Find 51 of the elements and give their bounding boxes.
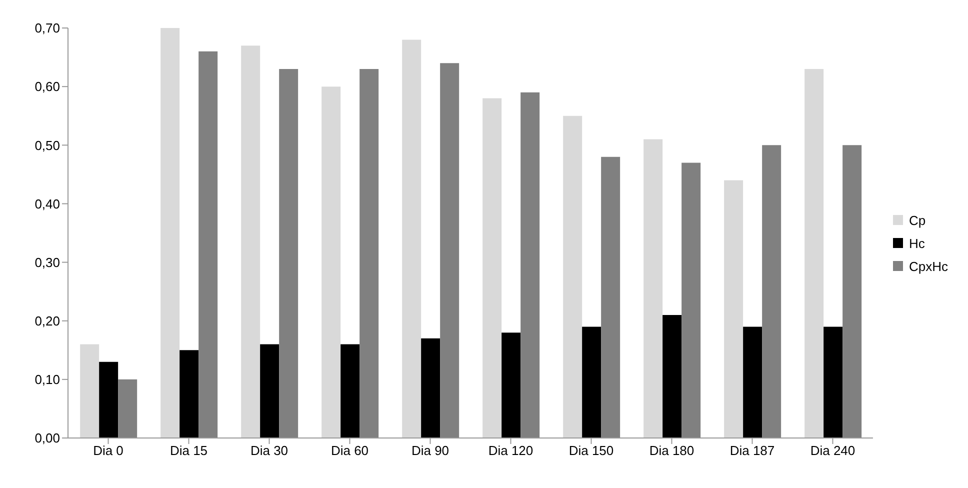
bar (520, 92, 540, 438)
bar (662, 315, 682, 438)
bar (582, 326, 602, 438)
bar (644, 139, 663, 438)
x-tick-label: Dia 15 (170, 443, 208, 458)
x-tick-label: Dia 90 (411, 443, 450, 458)
bar (482, 98, 502, 438)
bar (260, 344, 280, 438)
bar (198, 51, 218, 438)
bar (502, 332, 521, 438)
bar (340, 344, 360, 438)
bar (824, 326, 843, 438)
x-tick-label: Dia 0 (93, 443, 124, 458)
x-tick-label: Dia 180 (649, 443, 694, 458)
x-tick-label: Dia 30 (250, 443, 288, 458)
bar (322, 86, 341, 438)
bar (842, 145, 862, 438)
legend-label: CpxHc (908, 258, 948, 274)
bar (241, 46, 260, 438)
y-tick-label: 0,70 (34, 20, 60, 36)
bar (99, 362, 118, 438)
y-tick-label: 0,00 (34, 430, 60, 446)
x-tick-label: Dia 120 (488, 443, 534, 458)
bar (762, 145, 782, 438)
bar (180, 350, 199, 438)
bar (118, 379, 138, 438)
y-tick-label: 0,50 (34, 138, 60, 153)
bar (743, 326, 762, 438)
y-tick-label: 0,40 (34, 196, 60, 212)
bar (160, 28, 180, 438)
bar (80, 344, 100, 438)
bar (724, 180, 744, 438)
bar (279, 69, 298, 438)
bar (440, 63, 460, 438)
bar (804, 69, 824, 438)
y-tick-label: 0,30 (34, 254, 60, 270)
y-tick-label: 0,10 (34, 372, 60, 388)
x-tick-label: Dia 150 (568, 443, 614, 458)
y-tick-label: 0,20 (34, 313, 60, 328)
x-tick-label: Dia 187 (730, 443, 775, 458)
bar (601, 156, 620, 438)
bar (563, 116, 582, 438)
bar (421, 338, 440, 438)
legend-label: Cp (908, 212, 926, 228)
x-tick-label: Dia 60 (330, 443, 369, 458)
legend-label: Hc (908, 236, 925, 250)
y-tick-label: 0,60 (34, 79, 60, 94)
bar (682, 162, 701, 438)
bar (402, 40, 422, 438)
bar (360, 69, 379, 438)
x-tick-label: Dia 240 (810, 443, 856, 458)
